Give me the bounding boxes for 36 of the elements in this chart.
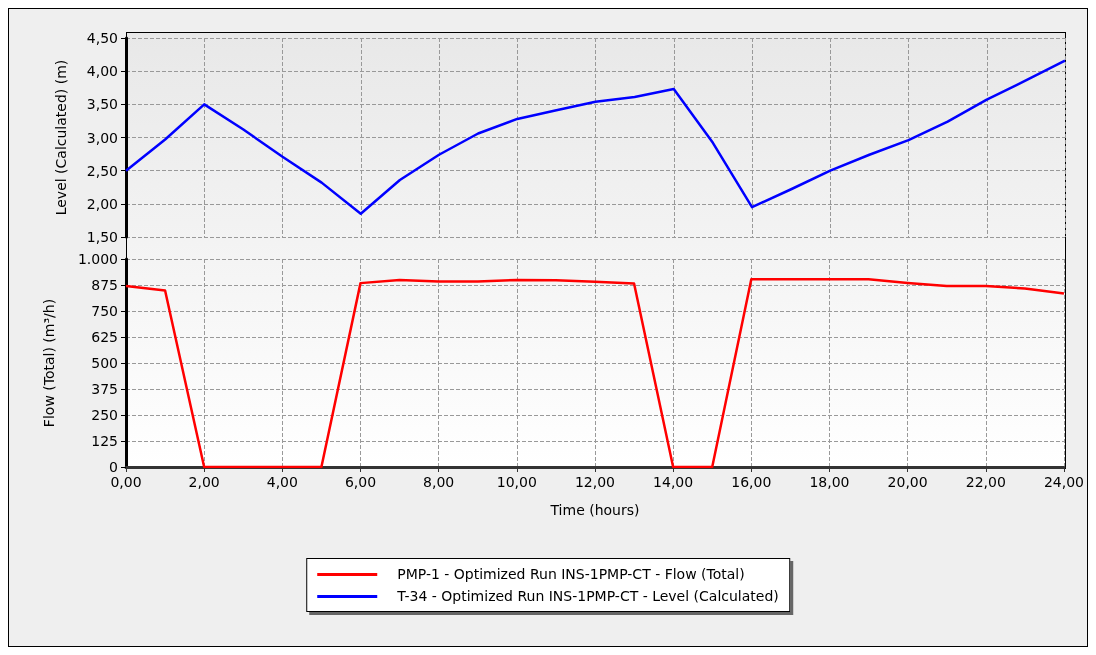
- x-tick-label: 18,00: [809, 474, 850, 490]
- line-series: [124, 277, 1066, 469]
- y-tick-label: 375: [91, 381, 118, 397]
- x-tick-label: 12,00: [574, 474, 616, 490]
- x-tick-label: 22,00: [965, 474, 1006, 490]
- x-tick-label: 24,00: [1043, 474, 1085, 490]
- y-axis-title: Level (Calculated) (m): [53, 59, 69, 216]
- x-tick-label: 4,00: [266, 474, 298, 490]
- y-tick-label: 625: [91, 329, 118, 345]
- x-tick-label: 2,00: [188, 474, 220, 490]
- y-tick-label: 0: [109, 459, 118, 475]
- x-tick-label: 16,00: [731, 474, 772, 490]
- x-tick-label: 14,00: [653, 474, 694, 490]
- x-tick-label: 20,00: [887, 474, 928, 490]
- x-tick-label: 6,00: [344, 474, 377, 490]
- legend-label: T-34 - Optimized Run INS-1PMP-CT - Level (Calculated): [397, 588, 779, 604]
- y-tick-label: 1,50: [86, 229, 118, 245]
- y-axis-title: Flow (Total) (m³/h): [41, 298, 57, 428]
- x-tick-label: 0,00: [110, 474, 142, 490]
- y-tick-label: 2,00: [86, 195, 118, 212]
- x-tick-label: 10,00: [496, 474, 537, 490]
- y-tick-label: 4,00: [86, 63, 118, 80]
- line-series: [124, 59, 1067, 216]
- x-tick-label: 8,00: [423, 474, 455, 490]
- y-tick-label: 250: [91, 407, 118, 423]
- y-tick-label: 125: [91, 433, 118, 449]
- y-tick-label: 3,50: [86, 96, 118, 113]
- x-axis-title: Time (hours): [549, 502, 640, 518]
- y-tick-label: 1.000: [77, 251, 118, 267]
- y-tick-label: 750: [91, 303, 118, 319]
- y-tick-label: 4,50: [86, 30, 118, 46]
- legend-label: PMP-1 - Optimized Run INS-1PMP-CT - Flow (Total): [397, 566, 745, 582]
- y-tick-label: 3,00: [86, 129, 118, 146]
- y-tick-label: 875: [91, 277, 118, 293]
- y-tick-label: 500: [91, 355, 118, 371]
- y-tick-label: 2,50: [86, 162, 118, 179]
